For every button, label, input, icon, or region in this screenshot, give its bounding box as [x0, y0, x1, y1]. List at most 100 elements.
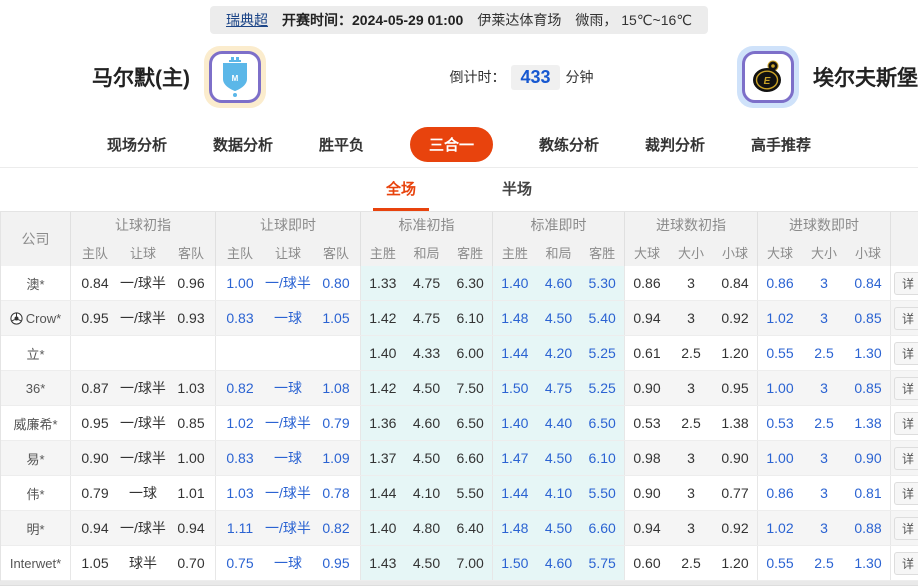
- odds-value[interactable]: 6.50: [588, 415, 616, 431]
- odds-value[interactable]: 0.95: [322, 555, 350, 571]
- odds-value[interactable]: 一球: [274, 555, 302, 571]
- odds-value[interactable]: 0.83: [226, 450, 254, 466]
- odds-value[interactable]: 0.84: [854, 275, 882, 291]
- odds-value[interactable]: 5.25: [588, 380, 616, 396]
- odds-value[interactable]: 1.48: [501, 520, 529, 536]
- odds-value[interactable]: 6.60: [588, 520, 616, 536]
- odds-value[interactable]: 0.55: [766, 555, 794, 571]
- odds-value[interactable]: 5.75: [588, 555, 616, 571]
- league-link[interactable]: 瑞典超: [226, 12, 269, 28]
- odds-value[interactable]: 1.02: [226, 415, 254, 431]
- detail-button[interactable]: 详: [894, 341, 918, 365]
- sub-column-header: 和局: [413, 245, 440, 261]
- odds-value[interactable]: 0.80: [322, 275, 350, 291]
- odds-value[interactable]: 1.02: [766, 520, 794, 536]
- odds-value[interactable]: 1.03: [226, 485, 254, 501]
- odds-value[interactable]: 0.82: [226, 380, 254, 396]
- detail-button[interactable]: 详: [894, 376, 918, 400]
- odds-value[interactable]: 1.30: [854, 555, 882, 571]
- main-tab-2[interactable]: 数据分析: [212, 137, 273, 154]
- detail-button[interactable]: 详: [894, 516, 918, 540]
- main-tab-5[interactable]: 教练分析: [539, 137, 600, 154]
- odds-value[interactable]: 0.55: [766, 345, 794, 361]
- odds-value[interactable]: 0.88: [854, 520, 882, 536]
- odds-value[interactable]: 3: [820, 275, 828, 291]
- detail-button[interactable]: 详: [894, 551, 918, 575]
- detail-button[interactable]: 详: [894, 271, 918, 295]
- odds-value[interactable]: 0.78: [322, 485, 350, 501]
- odds-value[interactable]: 1.40: [501, 415, 529, 431]
- odds-value[interactable]: 1.50: [501, 380, 529, 396]
- odds-value[interactable]: 5.40: [588, 310, 616, 326]
- odds-value[interactable]: 一/球半: [265, 415, 311, 431]
- odds-value[interactable]: 2.5: [814, 345, 834, 361]
- odds-value[interactable]: 0.83: [226, 310, 254, 326]
- odds-value: 4.75: [412, 275, 441, 291]
- main-tab-6[interactable]: 裁判分析: [645, 137, 706, 154]
- odds-value[interactable]: 4.60: [544, 275, 573, 291]
- odds-value[interactable]: 1.47: [501, 450, 529, 466]
- main-tab-1[interactable]: 现场分析: [106, 137, 167, 154]
- odds-value[interactable]: 1.44: [501, 345, 529, 361]
- odds-value[interactable]: 1.38: [854, 415, 882, 431]
- odds-value[interactable]: 1.08: [322, 380, 350, 396]
- odds-value[interactable]: 1.40: [501, 275, 529, 291]
- detail-button[interactable]: 详: [894, 446, 918, 470]
- odds-value[interactable]: 4.20: [544, 345, 573, 361]
- odds-value[interactable]: 1.30: [854, 345, 882, 361]
- odds-value[interactable]: 0.75: [226, 555, 254, 571]
- main-tab-4[interactable]: 三合一: [409, 127, 493, 162]
- odds-value[interactable]: 4.50: [544, 310, 573, 326]
- odds-value[interactable]: 一球: [274, 380, 302, 396]
- detail-button[interactable]: 详: [894, 411, 918, 435]
- odds-value[interactable]: 3: [820, 380, 828, 396]
- odds-value[interactable]: 4.75: [544, 380, 573, 396]
- odds-value[interactable]: 0.86: [766, 275, 794, 291]
- odds-value[interactable]: 1.00: [766, 450, 794, 466]
- main-tab-3[interactable]: 胜平负: [318, 137, 364, 154]
- odds-value[interactable]: 5.30: [588, 275, 616, 291]
- odds-value[interactable]: 3: [820, 485, 828, 501]
- odds-value[interactable]: 0.82: [322, 520, 350, 536]
- odds-value[interactable]: 一/球半: [265, 520, 311, 536]
- odds-value[interactable]: 4.40: [544, 415, 573, 431]
- odds-value[interactable]: 一/球半: [265, 275, 311, 291]
- odds-value: 6.60: [456, 450, 484, 466]
- odds-value[interactable]: 6.10: [588, 450, 616, 466]
- odds-value[interactable]: 0.85: [854, 380, 882, 396]
- odds-value[interactable]: 1.02: [766, 310, 794, 326]
- odds-value[interactable]: 0.81: [854, 485, 882, 501]
- odds-value[interactable]: 1.05: [322, 310, 350, 326]
- period-tab-1[interactable]: 全场: [372, 168, 429, 211]
- odds-value[interactable]: 1.44: [501, 485, 529, 501]
- odds-value[interactable]: 1.00: [766, 380, 794, 396]
- odds-value[interactable]: 4.50: [544, 520, 573, 536]
- odds-value[interactable]: 0.86: [766, 485, 794, 501]
- odds-value[interactable]: 1.11: [226, 520, 254, 536]
- odds-value[interactable]: 3: [820, 520, 828, 536]
- main-tab-7[interactable]: 高手推荐: [751, 137, 812, 154]
- odds-value[interactable]: 0.79: [322, 415, 350, 431]
- odds-value[interactable]: 0.53: [766, 415, 794, 431]
- odds-value[interactable]: 3: [820, 450, 828, 466]
- detail-button[interactable]: 详: [894, 306, 918, 330]
- odds-value[interactable]: 2.5: [814, 555, 834, 571]
- odds-value[interactable]: 2.5: [814, 415, 834, 431]
- odds-value[interactable]: 一球: [274, 310, 302, 326]
- odds-value[interactable]: 一/球半: [265, 485, 311, 501]
- odds-value[interactable]: 0.90: [854, 450, 882, 466]
- odds-value[interactable]: 1.09: [322, 450, 350, 466]
- odds-value[interactable]: 0.85: [854, 310, 882, 326]
- period-tab-2[interactable]: 半场: [502, 180, 533, 198]
- odds-value[interactable]: 一球: [274, 450, 302, 466]
- detail-button[interactable]: 详: [894, 481, 918, 505]
- odds-value[interactable]: 1.00: [226, 275, 254, 291]
- odds-value[interactable]: 3: [820, 310, 828, 326]
- odds-value[interactable]: 1.50: [501, 555, 529, 571]
- odds-value[interactable]: 1.48: [501, 310, 529, 326]
- odds-value[interactable]: 4.60: [544, 555, 573, 571]
- odds-value[interactable]: 4.10: [544, 485, 573, 501]
- odds-value[interactable]: 5.50: [588, 485, 616, 501]
- odds-value[interactable]: 4.50: [544, 450, 573, 466]
- odds-value[interactable]: 5.25: [588, 345, 616, 361]
